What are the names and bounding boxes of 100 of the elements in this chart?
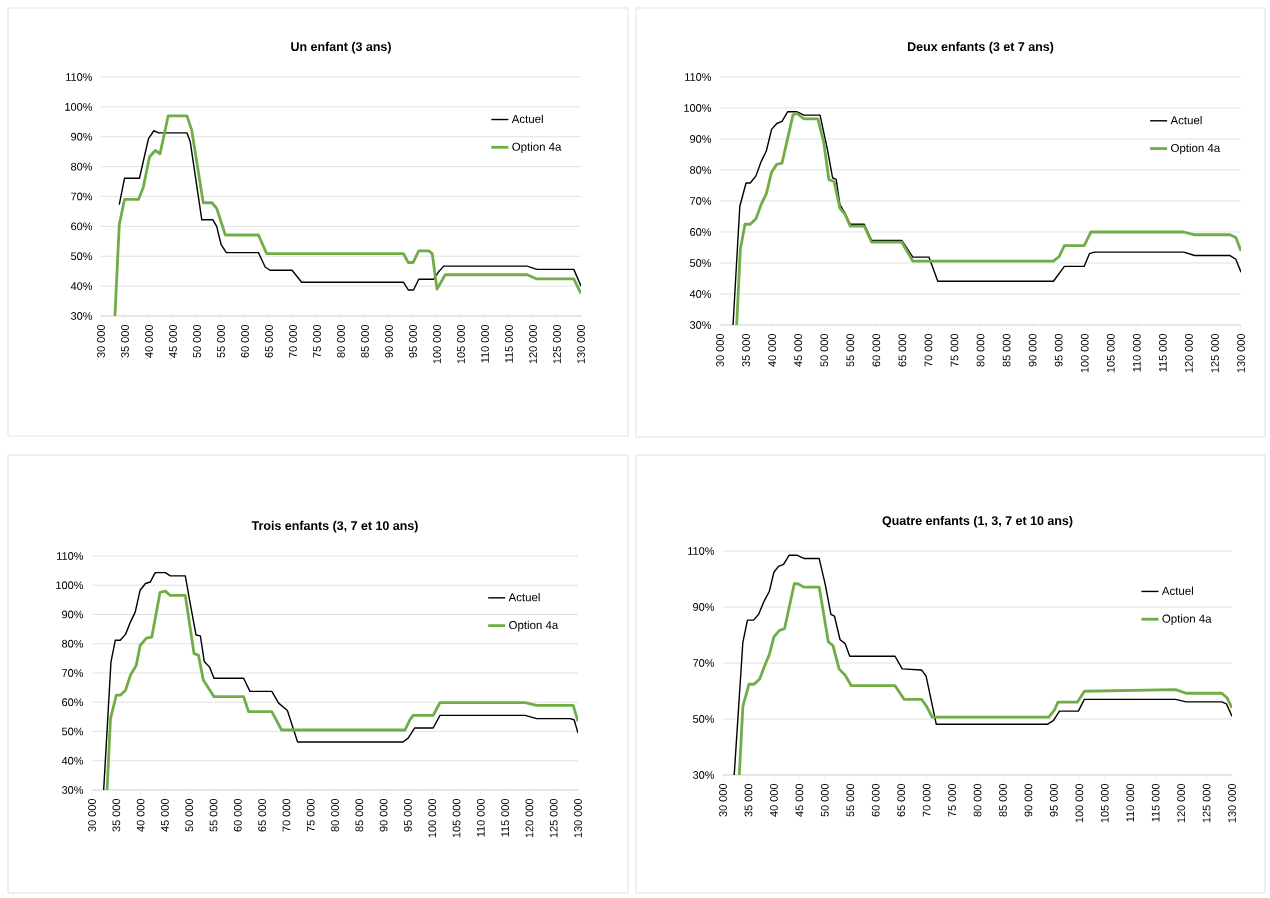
x-tick-label: 70 000 bbox=[282, 798, 291, 832]
x-tick-label: 105 000 bbox=[1100, 783, 1109, 823]
y-tick-label: 50% bbox=[693, 715, 715, 723]
x-tick-label: 60 000 bbox=[871, 783, 880, 817]
y-tick-label: 110% bbox=[57, 552, 84, 560]
x-tick-label: 85 000 bbox=[1002, 333, 1011, 367]
x-tick-label: 90 000 bbox=[385, 324, 393, 358]
y-tick-label: 100% bbox=[684, 104, 712, 112]
x-tick-label: 125 000 bbox=[1202, 783, 1211, 823]
x-tick-label: 40 000 bbox=[136, 798, 145, 832]
y-tick-label: 40% bbox=[689, 290, 712, 298]
x-tick-label: 60 000 bbox=[872, 333, 881, 367]
x-tick-label: 65 000 bbox=[258, 798, 266, 832]
y-tick-label: 30% bbox=[692, 771, 715, 779]
y-tick-label: 70% bbox=[71, 192, 93, 201]
x-tick-label: 130 000 bbox=[577, 324, 585, 364]
x-tick-label: 125 000 bbox=[549, 798, 558, 838]
y-tick-label: 80% bbox=[62, 639, 84, 648]
x-tick-label: 80 000 bbox=[337, 324, 345, 358]
x-tick-label: 35 000 bbox=[744, 783, 753, 817]
x-tick-label: 50 000 bbox=[820, 333, 829, 367]
x-tick-label: 120 000 bbox=[1177, 783, 1185, 823]
x-tick-label: 95 000 bbox=[1054, 333, 1063, 367]
y-tick-label: 110% bbox=[688, 547, 715, 555]
x-tick-label: 105 000 bbox=[452, 798, 461, 838]
x-tick-label: 50 000 bbox=[193, 324, 201, 358]
y-tick-label: 60% bbox=[71, 222, 93, 231]
x-tick-label: 70 000 bbox=[922, 783, 931, 817]
x-tick-label: 105 000 bbox=[457, 324, 465, 364]
x-tick-label: 120 000 bbox=[1185, 333, 1193, 373]
y-tick-label: 60% bbox=[690, 228, 712, 236]
y-tick-label: 50% bbox=[690, 259, 712, 267]
legend-label: Option 4a bbox=[1171, 143, 1221, 155]
x-tick-label: 30 000 bbox=[88, 798, 96, 832]
x-tick-label: 45 000 bbox=[795, 783, 804, 817]
x-tick-label: 115 000 bbox=[505, 324, 513, 363]
y-tick-label: 30% bbox=[70, 312, 93, 320]
chart-title: Quatre enfants (1, 3, 7 et 10 ans) bbox=[882, 515, 1073, 528]
x-tick-label: 50 000 bbox=[185, 798, 194, 832]
x-tick-label: 30 000 bbox=[97, 324, 105, 358]
chart-title: Deux enfants (3 et 7 ans) bbox=[907, 41, 1054, 54]
x-tick-label: 55 000 bbox=[846, 783, 855, 817]
x-tick-label: 65 000 bbox=[897, 783, 906, 817]
x-tick-label: 90 000 bbox=[1028, 333, 1037, 367]
x-tick-label: 35 000 bbox=[121, 324, 129, 358]
x-tick-label: 80 000 bbox=[331, 798, 339, 832]
x-tick-label: 130 000 bbox=[1237, 333, 1245, 373]
x-tick-label: 30 000 bbox=[716, 333, 724, 367]
x-tick-label: 100 000 bbox=[428, 798, 437, 838]
x-tick-label: 55 000 bbox=[846, 333, 855, 367]
y-tick-label: 90% bbox=[71, 132, 93, 141]
x-tick-label: 105 000 bbox=[1106, 333, 1115, 373]
x-tick-label: 45 000 bbox=[169, 324, 177, 358]
y-tick-label: 80% bbox=[71, 162, 93, 171]
x-tick-label: 40 000 bbox=[770, 783, 778, 817]
chart-title: Trois enfants (3, 7 et 10 ans) bbox=[251, 520, 418, 533]
legend-label: Option 4a bbox=[512, 142, 562, 154]
y-tick-label: 90% bbox=[693, 603, 715, 611]
y-tick-label: 30% bbox=[689, 321, 712, 329]
x-tick-label: 120 000 bbox=[529, 324, 537, 364]
x-tick-label: 75 000 bbox=[948, 783, 956, 817]
x-tick-label: 75 000 bbox=[306, 798, 315, 832]
x-tick-label: 40 000 bbox=[145, 324, 153, 358]
legend-label: Option 4a bbox=[1162, 614, 1212, 625]
x-tick-label: 65 000 bbox=[898, 333, 907, 367]
x-tick-label: 80 000 bbox=[973, 783, 982, 817]
y-tick-label: 100% bbox=[56, 581, 84, 590]
y-tick-label: 70% bbox=[693, 659, 715, 667]
x-tick-label: 35 000 bbox=[742, 333, 750, 367]
y-tick-label: 90% bbox=[690, 135, 712, 143]
x-tick-label: 95 000 bbox=[404, 798, 412, 832]
x-tick-label: 35 000 bbox=[112, 798, 121, 832]
x-tick-label: 125 000 bbox=[1211, 333, 1219, 373]
x-tick-label: 70 000 bbox=[289, 324, 297, 358]
x-tick-label: 110 000 bbox=[476, 798, 485, 837]
y-tick-label: 90% bbox=[62, 610, 84, 619]
x-tick-label: 85 000 bbox=[355, 798, 364, 832]
y-tick-label: 40% bbox=[70, 282, 93, 290]
y-tick-label: 50% bbox=[61, 727, 84, 736]
chart-title: Un enfant (3 ans) bbox=[291, 41, 391, 54]
x-tick-label: 100 000 bbox=[1080, 333, 1089, 373]
y-tick-label: 70% bbox=[690, 197, 712, 205]
y-tick-label: 110% bbox=[685, 73, 712, 81]
line-series bbox=[113, 114, 582, 316]
y-tick-label: 30% bbox=[61, 786, 84, 794]
legend-label: Actuel bbox=[1161, 586, 1193, 595]
y-tick-label: 80% bbox=[690, 166, 712, 174]
x-tick-label: 125 000 bbox=[553, 324, 561, 364]
x-tick-label: 30 000 bbox=[719, 783, 727, 817]
x-tick-label: 65 000 bbox=[265, 324, 273, 358]
x-tick-label: 70 000 bbox=[924, 333, 933, 367]
x-tick-label: 75 000 bbox=[313, 324, 321, 358]
x-tick-label: 60 000 bbox=[233, 798, 242, 832]
legend-label: Option 4a bbox=[509, 620, 559, 632]
y-tick-label: 40% bbox=[61, 756, 84, 765]
x-tick-label: 40 000 bbox=[768, 333, 776, 367]
x-tick-label: 120 000 bbox=[525, 798, 534, 838]
x-tick-label: 115 000 bbox=[1151, 783, 1160, 822]
x-tick-label: 115 000 bbox=[501, 798, 509, 837]
y-tick-label: 50% bbox=[70, 252, 93, 261]
